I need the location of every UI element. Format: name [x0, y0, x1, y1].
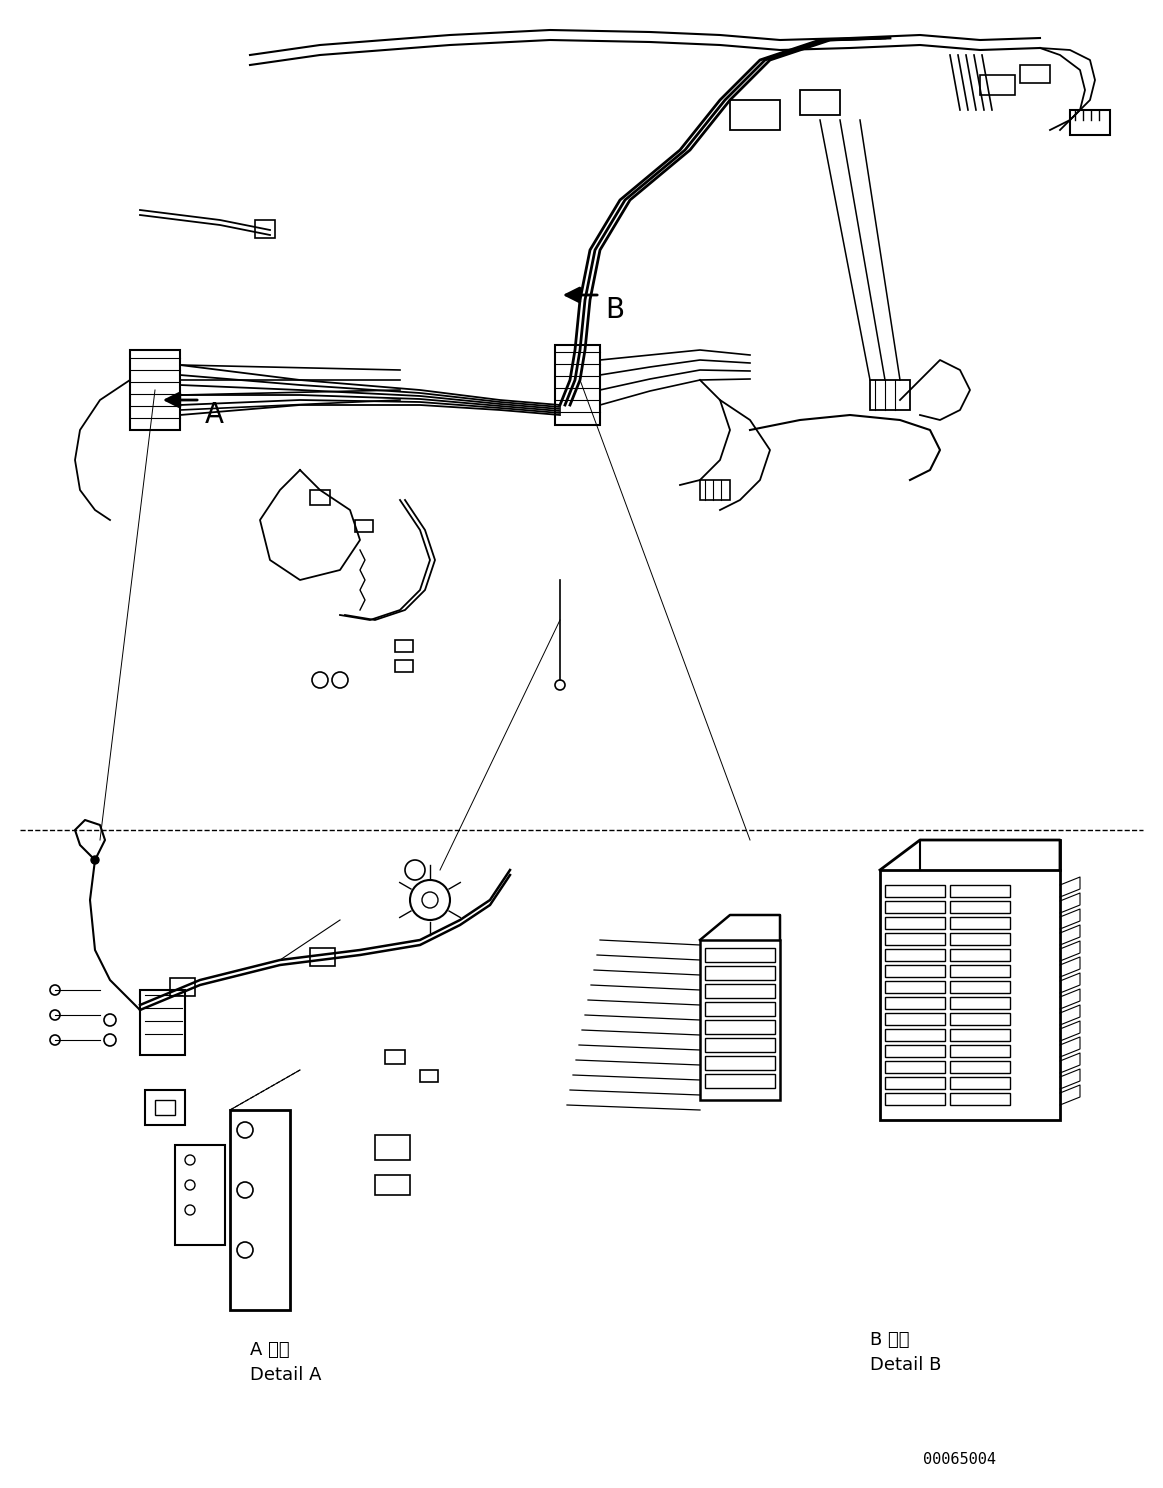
Bar — [885, 966, 946, 978]
Bar — [170, 978, 195, 995]
Bar — [950, 997, 1009, 1009]
Bar — [730, 100, 780, 129]
Bar — [885, 885, 946, 897]
Bar — [950, 1094, 1009, 1106]
Bar — [885, 1061, 946, 1073]
Bar — [700, 940, 780, 1100]
Bar — [311, 948, 335, 966]
Bar — [420, 1070, 438, 1082]
Bar — [174, 1144, 224, 1245]
Bar — [1070, 110, 1110, 135]
Bar — [885, 1013, 946, 1025]
Text: Detail B: Detail B — [870, 1356, 941, 1373]
Bar — [950, 1077, 1009, 1089]
Bar — [885, 949, 946, 961]
Text: 00065004: 00065004 — [923, 1452, 997, 1467]
Bar — [950, 885, 1009, 897]
Bar — [395, 640, 413, 652]
Bar — [950, 933, 1009, 945]
Bar — [705, 1019, 775, 1034]
Bar — [130, 350, 180, 430]
Bar — [800, 89, 840, 115]
Bar — [705, 984, 775, 998]
Bar — [885, 917, 946, 929]
Bar — [395, 661, 413, 673]
Bar — [230, 1110, 290, 1309]
Bar — [145, 1091, 185, 1125]
Bar — [950, 1045, 1009, 1056]
Bar — [705, 966, 775, 981]
Text: A: A — [205, 400, 224, 429]
Text: B: B — [605, 296, 625, 324]
Bar — [355, 519, 373, 533]
Bar — [950, 966, 1009, 978]
Bar — [374, 1135, 411, 1161]
Bar — [705, 1074, 775, 1088]
Bar — [950, 949, 1009, 961]
Bar — [885, 1045, 946, 1056]
Circle shape — [91, 856, 99, 865]
Bar — [885, 1094, 946, 1106]
Bar — [705, 1056, 775, 1070]
Bar — [950, 1030, 1009, 1042]
Bar — [885, 1030, 946, 1042]
Bar — [374, 1176, 411, 1195]
Bar — [870, 379, 909, 411]
Bar — [950, 1061, 1009, 1073]
Bar — [950, 1013, 1009, 1025]
Text: Detail A: Detail A — [250, 1366, 321, 1384]
Bar — [885, 997, 946, 1009]
Bar — [385, 1051, 405, 1064]
Text: A 詳細: A 詳細 — [250, 1341, 290, 1359]
Bar — [885, 981, 946, 992]
Bar — [950, 917, 1009, 929]
Bar — [705, 1039, 775, 1052]
Bar — [140, 990, 185, 1055]
Bar — [885, 1077, 946, 1089]
Bar — [311, 490, 330, 504]
Bar — [950, 902, 1009, 914]
Bar — [700, 481, 730, 500]
Bar — [885, 902, 946, 914]
Bar — [705, 948, 775, 963]
Bar — [880, 870, 1059, 1120]
Bar — [1020, 65, 1050, 83]
Bar — [255, 220, 274, 238]
Bar — [885, 933, 946, 945]
Bar — [950, 981, 1009, 992]
Bar — [155, 1100, 174, 1115]
Bar — [705, 1001, 775, 1016]
Text: B 詳細: B 詳細 — [870, 1330, 909, 1350]
Bar — [980, 74, 1015, 95]
Bar — [555, 345, 600, 426]
